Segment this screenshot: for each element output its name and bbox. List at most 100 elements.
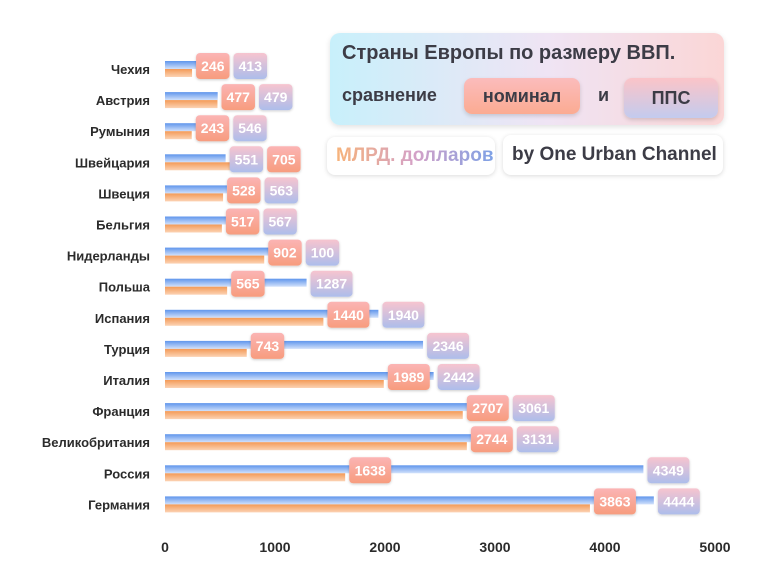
bar-nominal: [165, 100, 218, 109]
data-label-nominal: 3863: [593, 488, 636, 515]
chart-title: Страны Европы по размеру ВВП.: [342, 42, 676, 64]
data-label-ppp-text: 479: [264, 89, 288, 105]
bar-nominal: [165, 286, 228, 295]
data-label-ppp-box: [305, 239, 340, 266]
data-label-ppp: 1287: [310, 270, 353, 297]
data-label-ppp-box: [233, 53, 268, 79]
bar-nominal: [165, 411, 463, 420]
data-label-nominal-text: 2707: [472, 400, 503, 416]
category-labels-layer: Чехия Австрия Румыния Швейцария Швеция Бельги…: [42, 62, 151, 512]
bar-nominal: [165, 224, 222, 233]
bar-nominal: [165, 504, 590, 513]
bar-ppp: [165, 61, 213, 69]
data-label-nominal-text: 743: [256, 338, 280, 354]
category-label: Турция: [104, 342, 150, 357]
bar-ppp: [165, 185, 227, 194]
category-label: Чехия: [111, 62, 150, 77]
data-label-ppp: 546: [233, 115, 267, 142]
data-labels-layer: 413 246 479 477 546 243 551 705 563 528 567 517 100 9…: [195, 53, 700, 515]
data-label-nominal-text: 1638: [355, 462, 386, 478]
unit-card: МЛРД. долларов: [327, 137, 495, 175]
ppp-pill: ППС: [624, 78, 718, 118]
category-label: Польша: [99, 280, 151, 295]
x-tick-label: 4000: [589, 539, 620, 555]
credit-card: by One Urban Channel: [503, 135, 723, 175]
data-label-ppp-box: [264, 177, 299, 204]
subtitle-conjunction: и: [598, 85, 610, 105]
unit-label: МЛРД. долларов: [336, 145, 494, 166]
data-label-nominal: 902: [268, 239, 302, 266]
data-label-ppp-box: [310, 270, 353, 297]
data-label-ppp: 567: [263, 208, 297, 235]
data-label-ppp: 4444: [657, 488, 700, 515]
bar-ppp: [165, 403, 502, 412]
data-label-nominal: 243: [195, 115, 230, 142]
data-label-nominal-box: [593, 488, 636, 515]
bar-ppp: [165, 372, 434, 380]
x-axis-ticks-layer: 0 1000 2000 3000 4000 5000: [161, 539, 731, 555]
data-label-nominal-text: 2744: [476, 431, 507, 447]
data-label-ppp-text: 4444: [663, 493, 694, 509]
credit-label: by One Urban Channel: [512, 144, 717, 165]
data-label-nominal: 1440: [327, 301, 370, 328]
data-label-ppp-box: [258, 84, 293, 111]
data-label-ppp-box: [382, 301, 425, 328]
data-label-nominal-text: 477: [227, 89, 251, 105]
bar-nominal: [165, 442, 467, 451]
data-label-ppp: 2442: [437, 364, 480, 390]
data-label-ppp-text: 551: [235, 151, 259, 167]
data-label-ppp-text: 413: [239, 58, 263, 74]
category-label: Италия: [103, 373, 150, 388]
bar-nominal: [165, 193, 224, 202]
data-label-ppp-text: 2346: [432, 338, 463, 354]
category-label: Румыния: [90, 124, 150, 139]
data-label-nominal-box: [327, 301, 370, 328]
data-label-nominal-text: 1989: [393, 369, 424, 385]
data-label-nominal-box: [267, 146, 301, 173]
bar-ppp: [165, 247, 275, 256]
data-label-nominal: 2744: [470, 426, 513, 453]
bar-nominal: [165, 162, 243, 171]
x-tick-label: 3000: [479, 539, 510, 555]
data-label-nominal: 1989: [387, 364, 430, 390]
data-label-ppp-text: 4349: [653, 462, 684, 478]
data-label-nominal-box: [195, 115, 230, 142]
x-tick-label: 0: [161, 539, 169, 555]
data-label-ppp: 479: [258, 84, 293, 111]
x-tick-label: 1000: [259, 539, 290, 555]
data-label-nominal-text: 902: [273, 245, 297, 261]
category-label: Нидерланды: [67, 249, 150, 264]
bar-ppp: [165, 309, 379, 318]
data-label-nominal-text: 705: [272, 151, 296, 167]
data-label-nominal: 1638: [349, 457, 392, 484]
data-label-nominal-text: 243: [201, 120, 225, 136]
data-label-ppp-text: 2442: [443, 369, 474, 385]
data-label-ppp: 4349: [647, 457, 690, 484]
data-label-ppp: 563: [264, 177, 299, 204]
bar-ppp: [165, 434, 510, 443]
bar-ppp: [165, 92, 218, 101]
data-label-nominal-text: 3863: [599, 493, 630, 509]
x-tick-label: 5000: [699, 539, 730, 555]
category-label: Германия: [88, 497, 150, 512]
category-label: Австрия: [96, 93, 150, 108]
data-label-nominal-box: [227, 177, 261, 204]
data-label-ppp: 3131: [516, 426, 559, 453]
data-label-nominal-text: 517: [231, 214, 255, 230]
data-label-nominal: 246: [196, 53, 230, 79]
x-tick-label: 2000: [369, 539, 400, 555]
data-label-nominal: 743: [250, 332, 285, 359]
data-label-nominal-box: [196, 53, 230, 79]
bar-nominal: [165, 473, 346, 482]
data-label-ppp-text: 100: [311, 245, 335, 261]
data-label-nominal-text: 528: [232, 182, 256, 198]
category-label: Швеция: [98, 186, 150, 201]
data-label-ppp-box: [437, 364, 480, 390]
data-label-ppp: 1940: [382, 301, 425, 328]
data-label-nominal-box: [250, 332, 285, 359]
subtitle-prefix: сравнение: [342, 85, 437, 105]
data-label-ppp-box: [512, 395, 555, 422]
data-label-ppp: 413: [233, 53, 268, 79]
data-label-nominal-text: 1440: [333, 307, 364, 323]
